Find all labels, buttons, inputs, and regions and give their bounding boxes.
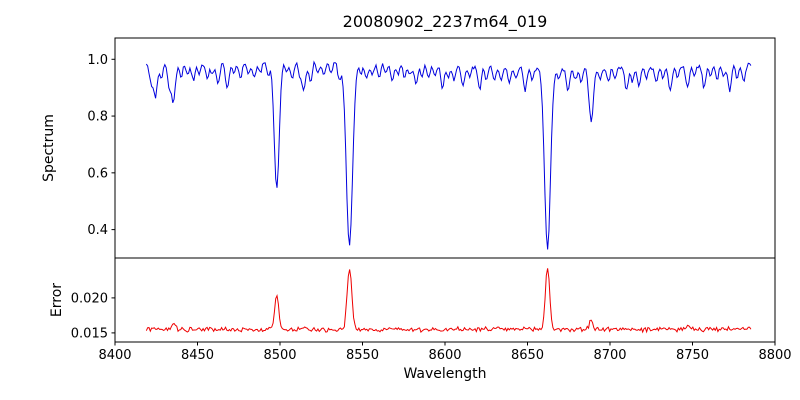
y-tick-label-spectrum: 0.4 <box>87 223 108 238</box>
x-tick-label: 8550 <box>346 348 379 363</box>
x-tick-label: 8700 <box>593 348 626 363</box>
y-tick-label-spectrum: 0.8 <box>87 110 108 125</box>
y-tick-label-error: 0.015 <box>71 326 108 341</box>
x-tick-label: 8500 <box>263 348 296 363</box>
x-tick-label: 8750 <box>676 348 709 363</box>
x-axis-label: Wavelength <box>403 366 487 382</box>
x-tick-label: 8600 <box>428 348 461 363</box>
x-tick-label: 8400 <box>98 348 131 363</box>
y-tick-label-error: 0.020 <box>71 291 108 306</box>
y-tick-label-spectrum: 1.0 <box>87 53 108 68</box>
x-tick-label: 8650 <box>511 348 544 363</box>
y-tick-label-spectrum: 0.6 <box>87 166 108 181</box>
error-line <box>145 268 752 334</box>
x-tick-label: 8450 <box>181 348 214 363</box>
chart-title: 20080902_2237m64_019 <box>342 12 548 31</box>
x-tick-label: 8800 <box>758 348 791 363</box>
spectrum-line <box>145 60 752 250</box>
